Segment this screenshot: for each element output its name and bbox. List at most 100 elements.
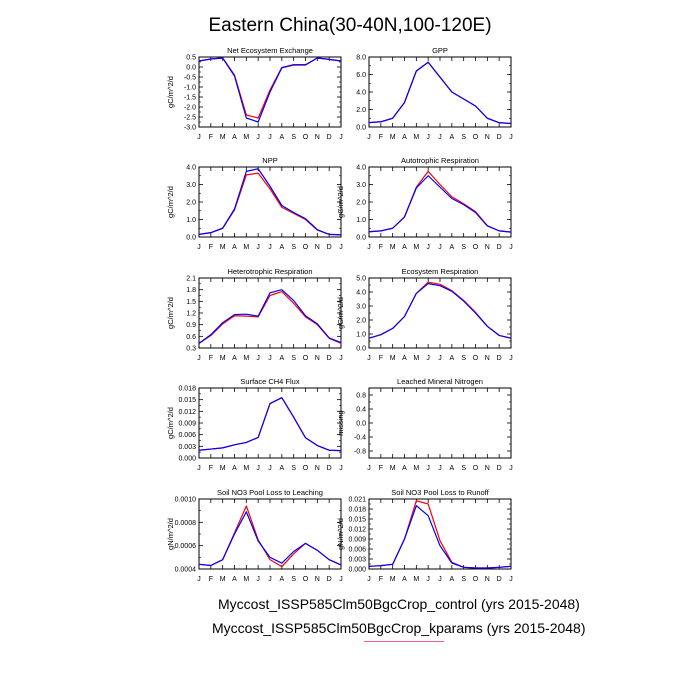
x-tick-label: M — [413, 244, 419, 251]
y-tick-label: -0.4 — [354, 435, 366, 442]
x-tick-label: D — [497, 355, 502, 362]
x-tick-label: J — [268, 576, 272, 583]
plot-frame — [198, 387, 342, 459]
x-tick-label: J — [509, 576, 513, 583]
y-tick-label: 1.2 — [186, 311, 196, 318]
x-tick-label: F — [209, 576, 213, 583]
x-tick-label: J — [438, 355, 442, 362]
x-tick-label: S — [291, 465, 296, 472]
x-tick-label: S — [461, 244, 466, 251]
panel-title: Ecosystem Respiration — [402, 267, 479, 276]
x-tick-label: J — [509, 355, 513, 362]
x-tick-label: J — [509, 244, 513, 251]
y-tick-label: 0.0 — [186, 65, 196, 72]
x-tick-label: J — [367, 576, 371, 583]
y-tick-label: -2.5 — [184, 115, 196, 122]
series-control-line — [198, 397, 342, 452]
x-tick-label: J — [256, 465, 260, 472]
x-tick-label: A — [402, 465, 407, 472]
x-tick-label: J — [426, 576, 430, 583]
x-tick-label: J — [426, 465, 430, 472]
panel-title: Net Ecosystem Exchange — [227, 46, 313, 55]
x-tick-label: J — [509, 134, 513, 141]
y-tick-label: 2.1 — [186, 276, 196, 283]
x-tick-label: F — [209, 355, 213, 362]
x-tick-label: J — [339, 465, 343, 472]
x-tick-label: D — [497, 134, 502, 141]
x-tick-label: N — [485, 465, 490, 472]
series-control-line — [368, 500, 512, 569]
plot-frame — [368, 387, 512, 459]
x-tick-label: A — [279, 244, 284, 251]
y-tick-label: -3.0 — [184, 125, 196, 132]
y-axis-label: gN/m^2/d — [166, 518, 175, 550]
x-tick-label: S — [291, 355, 296, 362]
x-tick-label: O — [303, 465, 309, 472]
series-control-line — [198, 291, 342, 344]
y-tick-label: 0.0008 — [175, 520, 197, 527]
y-tick-label: 0.015 — [178, 397, 196, 404]
y-tick-label: 1.0 — [356, 332, 366, 339]
x-tick-label: M — [413, 134, 419, 141]
x-tick-label: A — [402, 576, 407, 583]
series-control-line — [368, 170, 512, 233]
x-tick-label: A — [449, 576, 454, 583]
x-tick-label: M — [220, 576, 226, 583]
x-tick-label: J — [339, 244, 343, 251]
y-tick-label: 0.9 — [186, 322, 196, 329]
y-tick-label: 0.012 — [348, 527, 366, 534]
panel-title: NPP — [262, 156, 277, 165]
y-tick-label: -1.0 — [184, 85, 196, 92]
y-tick-label: -2.0 — [184, 105, 196, 112]
x-tick-label: A — [402, 244, 407, 251]
y-tick-label: 0.0 — [356, 125, 366, 132]
y-tick-label: 0.000 — [178, 456, 196, 463]
panel-title: Surface CH4 Flux — [240, 377, 299, 386]
x-tick-label: A — [279, 355, 284, 362]
y-tick-label: 0.3 — [186, 346, 196, 353]
y-tick-label: 1.0 — [356, 217, 366, 224]
x-tick-label: N — [485, 355, 490, 362]
x-tick-label: A — [449, 355, 454, 362]
x-tick-label: A — [232, 134, 237, 141]
y-tick-label: 0.003 — [348, 557, 366, 564]
x-tick-label: M — [243, 576, 249, 583]
y-tick-label: 0.0 — [186, 235, 196, 242]
y-tick-label: 3.0 — [356, 182, 366, 189]
x-tick-label: J — [268, 355, 272, 362]
x-tick-label: M — [413, 355, 419, 362]
x-tick-label: N — [315, 576, 320, 583]
x-tick-label: M — [390, 465, 396, 472]
x-tick-label: F — [209, 134, 213, 141]
x-tick-label: N — [315, 465, 320, 472]
y-tick-label: 3.0 — [186, 182, 196, 189]
y-axis-label: missing — [336, 410, 345, 435]
panel-title: Soil NO3 Pool Loss to Leaching — [217, 488, 323, 497]
x-tick-label: D — [497, 465, 502, 472]
x-tick-label: F — [379, 134, 383, 141]
y-tick-label: -0.8 — [354, 449, 366, 456]
x-tick-label: M — [220, 355, 226, 362]
plot-frame — [198, 277, 342, 349]
x-tick-label: M — [243, 465, 249, 472]
x-tick-label: M — [243, 355, 249, 362]
panel-title: Soil NO3 Pool Loss to Runoff — [391, 488, 489, 497]
panel-8: Soil NO3 Pool Loss to Leaching gN/m^2/d J F… — [166, 488, 343, 583]
y-tick-label: 2.0 — [356, 318, 366, 325]
x-tick-label: M — [390, 576, 396, 583]
series-kparams-line — [368, 175, 512, 233]
legend-control: Myccost_ISSP585Clm50BgcCrop_control (yrs… — [218, 596, 580, 612]
y-tick-label: 0.009 — [348, 537, 366, 544]
x-tick-label: J — [426, 355, 430, 362]
y-tick-label: 0.5 — [186, 55, 196, 62]
x-tick-label: J — [256, 244, 260, 251]
y-tick-label: 0.0 — [356, 421, 366, 428]
panel-title: Leached Mineral Nitrogen — [397, 377, 483, 386]
x-tick-label: D — [327, 244, 332, 251]
y-tick-label: 0.0004 — [175, 567, 197, 574]
x-tick-label: A — [279, 134, 284, 141]
y-tick-label: 0.000 — [348, 567, 366, 574]
